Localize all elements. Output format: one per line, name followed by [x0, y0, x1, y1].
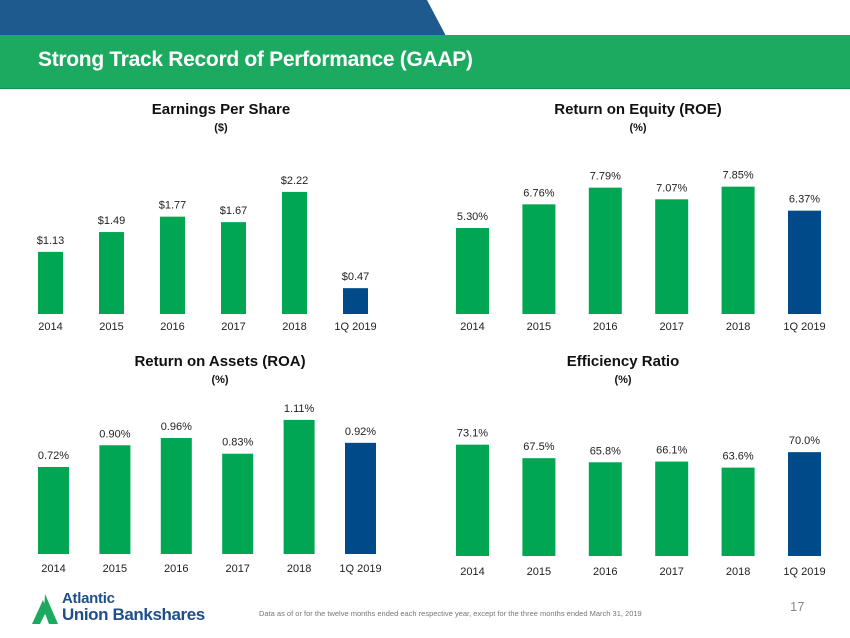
eps-x-tick-label: 2016 — [160, 321, 184, 333]
roe-data-label: 7.79% — [590, 171, 621, 183]
eps-bar-1q-2019 — [343, 288, 368, 314]
roa-chart-subtitle: (%) — [211, 374, 228, 386]
logo-mountain-icon — [32, 594, 58, 624]
efficiency-data-label: 66.1% — [656, 445, 687, 457]
roe-x-tick-label: 2014 — [460, 321, 484, 333]
roa-x-tick-label: 2017 — [225, 563, 249, 575]
roe-bar-2018 — [721, 186, 755, 314]
efficiency-data-label: 67.5% — [523, 441, 554, 453]
eps-data-label: $1.67 — [220, 205, 248, 217]
roa-chart-title: Return on Assets (ROA) — [134, 353, 305, 370]
eps-x-tick-label: 2017 — [221, 321, 245, 333]
header-blue-shape — [0, 0, 446, 36]
roe-bar-2015 — [522, 204, 556, 314]
eps-data-label: $0.47 — [342, 271, 370, 283]
roe-bar-1q-2019 — [788, 210, 821, 314]
efficiency-x-tick-label: 2018 — [726, 566, 750, 578]
roe-x-tick-label: 2016 — [593, 321, 617, 333]
roe-data-label: 6.76% — [523, 187, 554, 199]
efficiency-x-tick-label: 2014 — [460, 566, 484, 578]
roa-data-label: 0.92% — [345, 426, 376, 438]
roa-x-tick-label: 1Q 2019 — [339, 563, 381, 575]
footnote: Data as of or for the twelve months ende… — [259, 609, 642, 618]
efficiency-bar-2018 — [721, 467, 755, 556]
efficiency-bar-1q-2019 — [788, 452, 821, 556]
roe-bar-2017 — [655, 199, 689, 314]
eps-chart-subtitle: ($) — [214, 122, 228, 134]
efficiency-x-tick-label: 2017 — [659, 566, 683, 578]
efficiency-data-label: 63.6% — [722, 451, 753, 463]
roa-bar-1q-2019 — [345, 442, 376, 554]
roe-x-tick-label: 2017 — [659, 321, 683, 333]
company-logo: Atlantic Union Bankshares — [32, 590, 242, 626]
roe-x-tick-label: 2018 — [726, 321, 750, 333]
eps-data-label: $1.77 — [159, 200, 187, 212]
efficiency-data-label: 73.1% — [457, 428, 488, 440]
roa-x-tick-label: 2014 — [41, 563, 65, 575]
roa-data-label: 0.83% — [222, 437, 253, 449]
eps-bar-2018 — [282, 191, 307, 314]
roe-chart-title: Return on Equity (ROE) — [554, 101, 722, 118]
roa-x-tick-label: 2018 — [287, 563, 311, 575]
efficiency-bar-2016 — [588, 462, 622, 556]
roe-bar-2016 — [588, 187, 622, 314]
efficiency-bar-2017 — [655, 461, 689, 556]
eps-bar-2014 — [38, 251, 63, 314]
eps-bar-2015 — [99, 232, 124, 314]
roa-data-label: 0.96% — [161, 421, 192, 433]
header-bar — [0, 35, 850, 89]
roa-x-tick-label: 2015 — [103, 563, 127, 575]
roa-bar-2017 — [222, 453, 254, 554]
roa-data-label: 0.90% — [99, 428, 130, 440]
roe-chart-subtitle: (%) — [629, 122, 646, 134]
eps-bar-2017 — [221, 222, 246, 314]
roe-data-label: 6.37% — [789, 194, 820, 206]
roe-data-label: 5.30% — [457, 211, 488, 223]
eps-x-tick-label: 2015 — [99, 321, 123, 333]
roe-x-tick-label: 1Q 2019 — [783, 321, 825, 333]
roe-x-tick-label: 2015 — [527, 321, 551, 333]
efficiency-x-tick-label: 2015 — [527, 566, 551, 578]
efficiency-bar-2014 — [456, 444, 489, 556]
eps-data-label: $1.13 — [37, 235, 65, 247]
efficiency-x-tick-label: 1Q 2019 — [783, 566, 825, 578]
efficiency-bar-2015 — [522, 458, 556, 556]
roa-bar-2015 — [99, 445, 131, 554]
eps-x-tick-label: 2018 — [282, 321, 306, 333]
roa-bar-2014 — [38, 467, 69, 554]
roe-bar-2014 — [456, 228, 489, 314]
efficiency-data-label: 65.8% — [590, 445, 621, 457]
efficiency-data-label: 70.0% — [789, 435, 820, 447]
roe-data-label: 7.85% — [722, 170, 753, 182]
efficiency-chart-subtitle: (%) — [614, 374, 631, 386]
logo-text-union-bankshares: Union Bankshares — [62, 605, 205, 624]
roa-data-label: 0.72% — [38, 450, 69, 462]
efficiency-x-tick-label: 2016 — [593, 566, 617, 578]
roa-data-label: 1.11% — [284, 403, 315, 415]
roe-data-label: 7.07% — [656, 182, 687, 194]
roa-x-tick-label: 2016 — [164, 563, 188, 575]
roa-bar-2016 — [160, 438, 192, 554]
eps-chart-title: Earnings Per Share — [152, 101, 290, 118]
header-blue-band — [0, 0, 446, 36]
eps-x-tick-label: 1Q 2019 — [334, 321, 376, 333]
roa-bar-2018 — [283, 419, 315, 554]
logo-text-atlantic: Atlantic — [62, 590, 115, 607]
efficiency-chart-title: Efficiency Ratio — [567, 353, 680, 370]
eps-bar-2016 — [160, 216, 185, 314]
eps-data-label: $1.49 — [98, 215, 126, 227]
page-title: Strong Track Record of Performance (GAAP… — [38, 48, 473, 71]
eps-x-tick-label: 2014 — [38, 321, 62, 333]
eps-data-label: $2.22 — [281, 175, 309, 187]
page-number: 17 — [790, 599, 805, 614]
